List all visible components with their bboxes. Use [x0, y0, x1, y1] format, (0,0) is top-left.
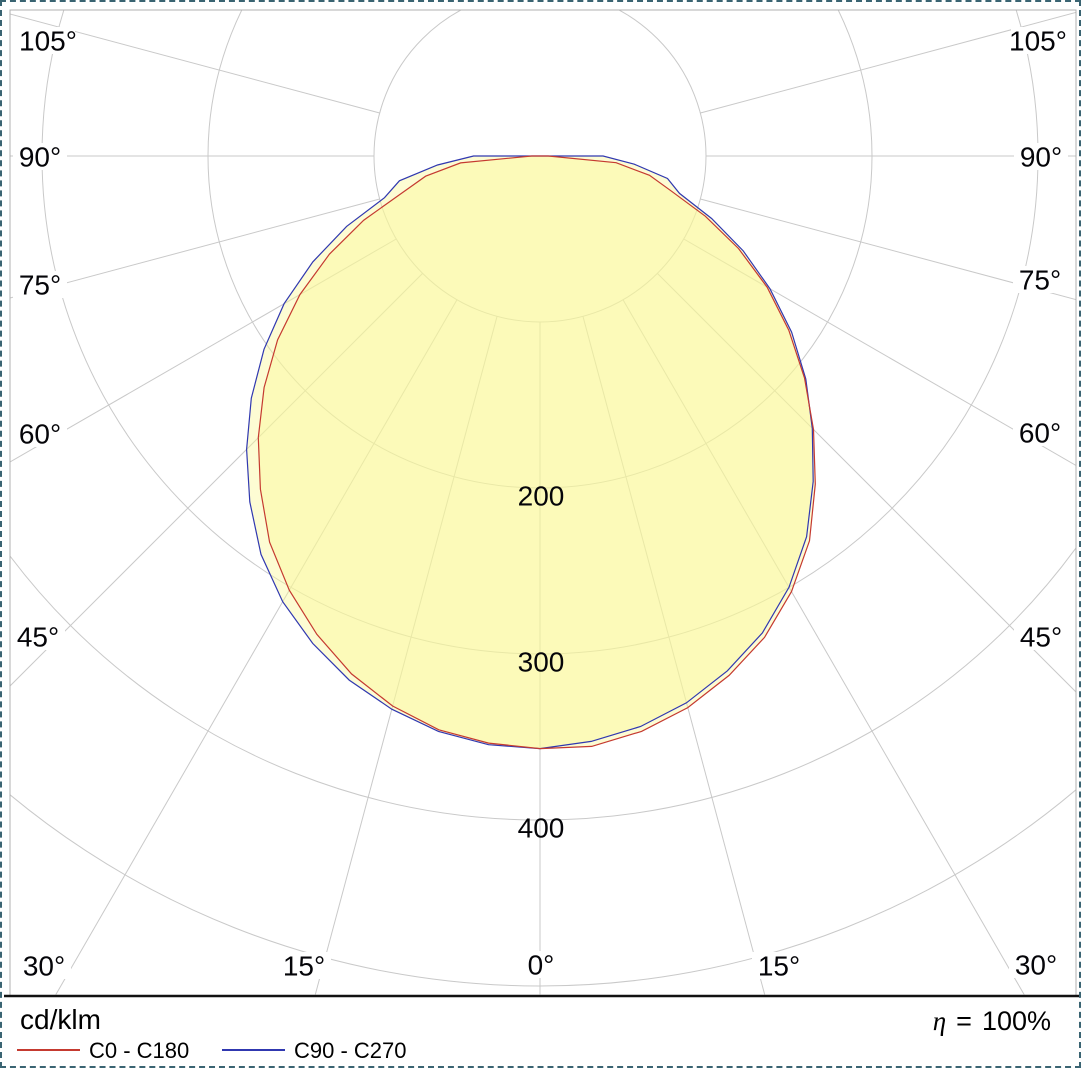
radial-tick-labels: 200 300 400	[518, 481, 565, 844]
angle-tick-label: 75°	[19, 270, 61, 301]
polar-intensity-chart: 105° 90° 75° 60° 45° 30° 15° 0° 15° 30° 45° 60° 75° 9…	[4, 9, 1079, 998]
angle-tick-label: 105°	[1009, 26, 1067, 57]
radial-tick-label: 300	[518, 647, 565, 678]
angle-tick-label: 15°	[283, 951, 325, 982]
light-output-ratio-label: η = 100%	[933, 1006, 1051, 1037]
legend-label-c0-c180: C0 - C180	[89, 1038, 190, 1063]
radial-tick-label: 400	[518, 813, 565, 844]
angle-tick-label: 15°	[758, 951, 800, 982]
curve-fill-c90-c270	[246, 156, 814, 749]
eta-symbol: η	[932, 1006, 947, 1036]
curve-fill-c0-c180	[258, 156, 816, 749]
eta-value: 100%	[981, 1006, 1051, 1036]
intensity-curves	[245, 155, 816, 750]
legend-swatch-c0-c180	[17, 1049, 80, 1051]
angle-tick-label: 30°	[1015, 950, 1057, 981]
angle-tick-label: 90°	[19, 142, 61, 173]
angle-tick-label: 45°	[17, 622, 59, 653]
angle-tick-label: 60°	[1019, 418, 1061, 449]
angle-tick-label: 60°	[19, 419, 61, 450]
radial-tick-label: 200	[518, 481, 565, 512]
angle-tick-labels: 105° 90° 75° 60° 45° 30° 15° 0° 15° 30° 45° 60° 75° 9…	[11, 26, 1068, 982]
angle-tick-label: 30°	[23, 951, 65, 982]
radial-units-label: cd/klm	[20, 1004, 101, 1035]
equals-sign: =	[956, 1006, 972, 1036]
legend-swatch-c90-c270	[222, 1049, 285, 1051]
angle-tick-label: 75°	[1019, 265, 1061, 296]
curve-line-c0-c180	[257, 155, 816, 750]
curve-line-c90-c270	[245, 155, 814, 750]
angle-tick-label: 105°	[19, 26, 77, 57]
legend-label-c90-c270: C90 - C270	[294, 1038, 407, 1063]
angle-tick-label: 0°	[528, 950, 555, 981]
chart-frame	[4, 9, 1079, 998]
angle-tick-label: 90°	[1020, 142, 1062, 173]
angle-tick-label: 45°	[1020, 622, 1062, 653]
